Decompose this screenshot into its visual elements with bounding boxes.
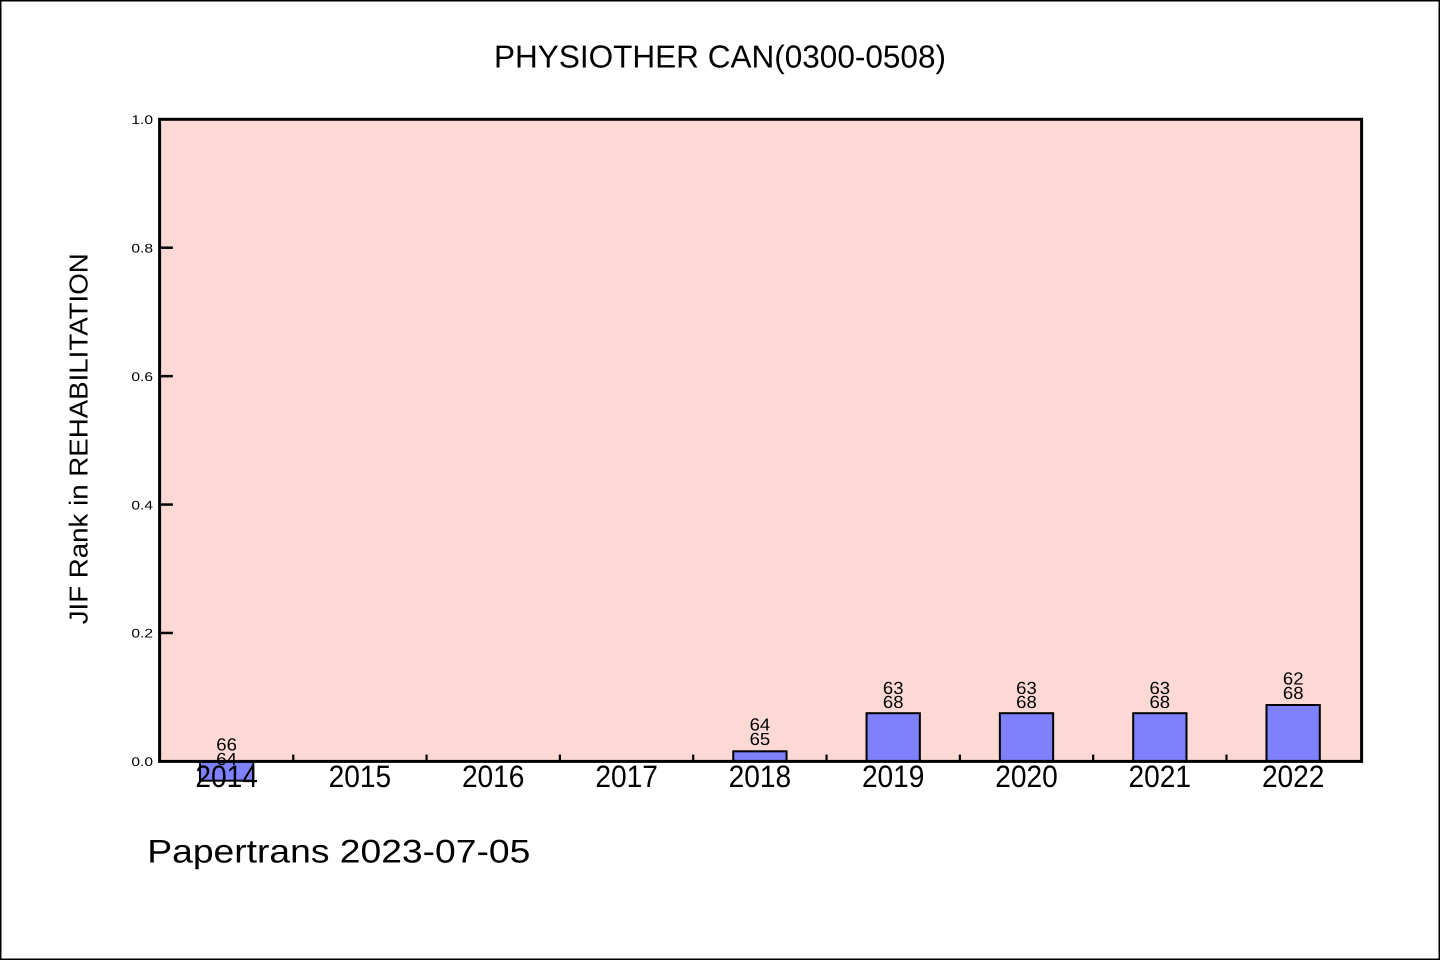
svg-text:65: 65 [750, 729, 771, 749]
svg-text:Papertrans 2023-07-05: Papertrans 2023-07-05 [147, 832, 530, 869]
svg-text:2014: 2014 [195, 759, 258, 794]
svg-text:64: 64 [216, 749, 237, 769]
svg-text:64: 64 [750, 715, 771, 735]
svg-text:0.2: 0.2 [131, 627, 153, 641]
svg-text:2020: 2020 [995, 759, 1058, 794]
svg-text:0.8: 0.8 [131, 241, 153, 255]
svg-text:2022: 2022 [1262, 759, 1325, 794]
svg-text:68: 68 [1150, 692, 1171, 712]
svg-text:0.0: 0.0 [131, 755, 153, 769]
svg-text:0.6: 0.6 [131, 370, 153, 384]
svg-text:2021: 2021 [1129, 759, 1192, 794]
svg-text:2015: 2015 [329, 759, 392, 794]
svg-text:2016: 2016 [462, 759, 525, 794]
svg-text:63: 63 [1150, 678, 1171, 698]
svg-text:2018: 2018 [729, 759, 792, 794]
svg-text:68: 68 [883, 692, 904, 712]
svg-text:2017: 2017 [595, 759, 658, 794]
svg-text:66: 66 [216, 735, 237, 755]
svg-text:68: 68 [1016, 692, 1037, 712]
svg-text:63: 63 [1016, 678, 1037, 698]
svg-text:62: 62 [1283, 668, 1304, 688]
svg-text:0.4: 0.4 [131, 498, 153, 512]
svg-text:2019: 2019 [862, 759, 925, 794]
svg-text:PHYSIOTHER CAN(0300-0508): PHYSIOTHER CAN(0300-0508) [494, 39, 946, 75]
svg-text:68: 68 [1283, 683, 1304, 703]
svg-text:1.0: 1.0 [131, 113, 153, 127]
svg-text:JIF Rank in REHABILITATION: JIF Rank in REHABILITATION [64, 253, 94, 624]
svg-text:63: 63 [883, 678, 904, 698]
